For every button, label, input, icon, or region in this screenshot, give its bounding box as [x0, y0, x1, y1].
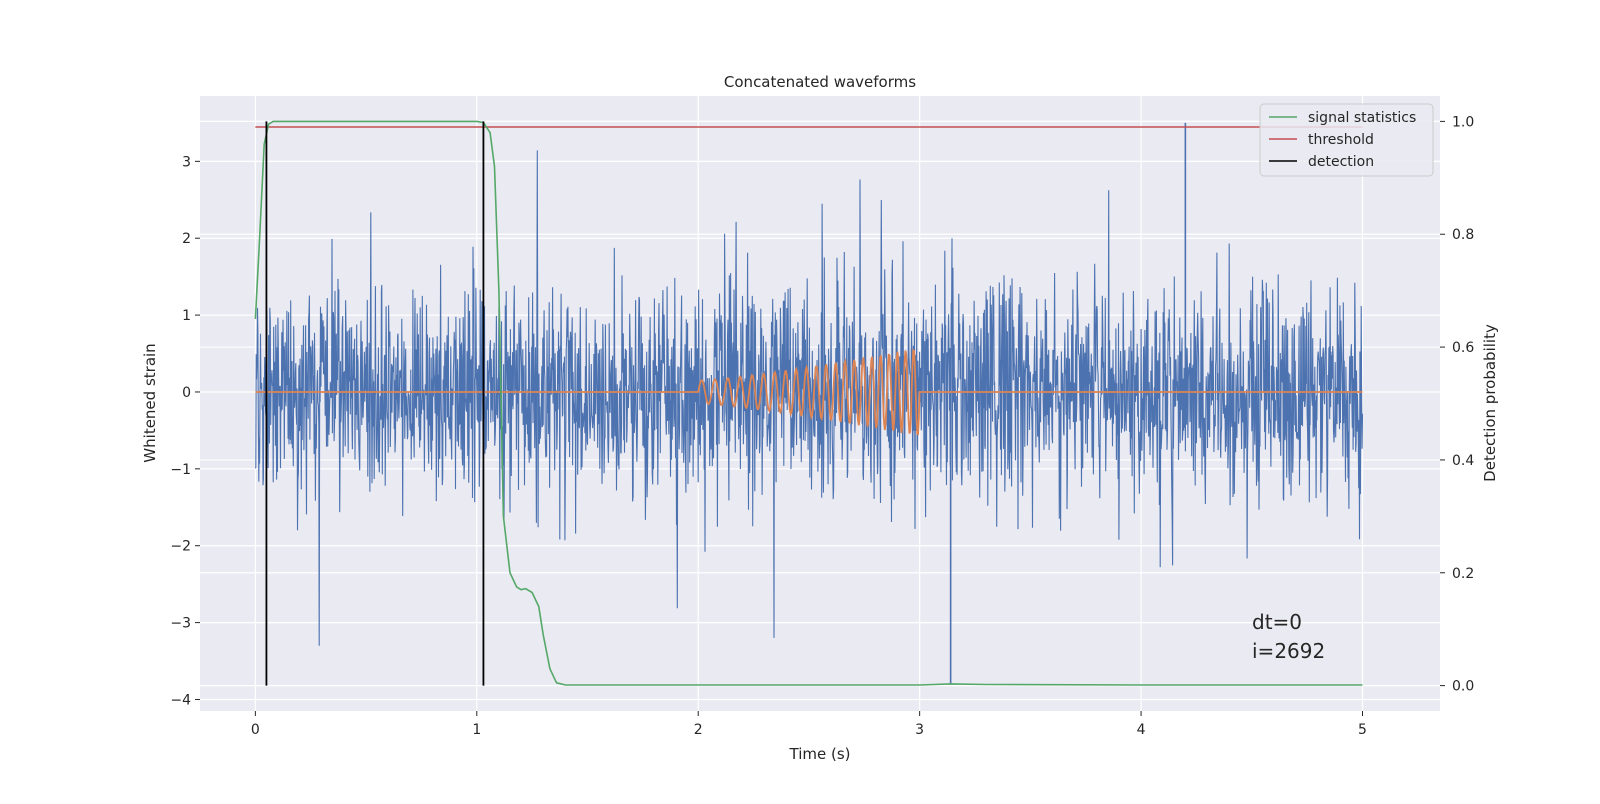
series-whitened-strain-line: [254, 150, 1364, 646]
y-left-tick-label: 0: [182, 385, 191, 401]
annotation-dt: dt=0: [1252, 610, 1302, 634]
chart-title: Concatenated waveforms: [724, 73, 916, 91]
y-left-tick-label: −4: [170, 692, 191, 708]
y-left-tick-label: 3: [182, 154, 191, 170]
y-axis-label-right: Detection probability: [1481, 324, 1499, 482]
series-signal-statistics-line: [254, 120, 1363, 686]
ticks: 0 1 2 3 4 5 −4 −3 −2 −1 0 1 2 3 0.0 0.2 0.4 0.6 0.8 1.0: [170, 114, 1474, 738]
x-axis-label: Time (s): [789, 745, 851, 763]
y-right-tick-label: 1.0: [1452, 114, 1474, 130]
series-layer: [254, 120, 1364, 686]
x-tick-label: 4: [1137, 722, 1146, 738]
legend-label-detection: detection: [1308, 154, 1374, 170]
x-tick-label: 3: [915, 722, 924, 738]
y-axis-label-left: Whitened strain: [141, 343, 159, 462]
y-right-tick-label: 0.6: [1452, 340, 1474, 356]
legend-label-signal-statistics: signal statistics: [1308, 110, 1416, 126]
legend-label-threshold: threshold: [1308, 132, 1374, 148]
legend: signal statistics threshold detection: [1259, 103, 1434, 177]
x-tick-label: 5: [1358, 722, 1367, 738]
x-tick-label: 1: [472, 722, 481, 738]
x-tick-label: 2: [694, 722, 703, 738]
y-right-tick-label: 0.4: [1452, 453, 1474, 469]
y-left-tick-label: −2: [170, 539, 191, 555]
y-right-tick-label: 0.0: [1452, 679, 1474, 695]
annotation-i: i=2692: [1252, 639, 1325, 663]
y-left-tick-label: 1: [182, 308, 191, 324]
series-injected-signal-line: [255, 348, 1363, 436]
y-left-tick-label: −3: [170, 616, 191, 632]
y-right-tick-label: 0.8: [1452, 227, 1474, 243]
y-left-tick-label: −1: [170, 462, 191, 478]
x-tick-label: 0: [251, 722, 260, 738]
y-right-tick-label: 0.2: [1452, 566, 1474, 582]
legend-box: [1259, 103, 1434, 177]
y-left-tick-label: 2: [182, 231, 191, 247]
